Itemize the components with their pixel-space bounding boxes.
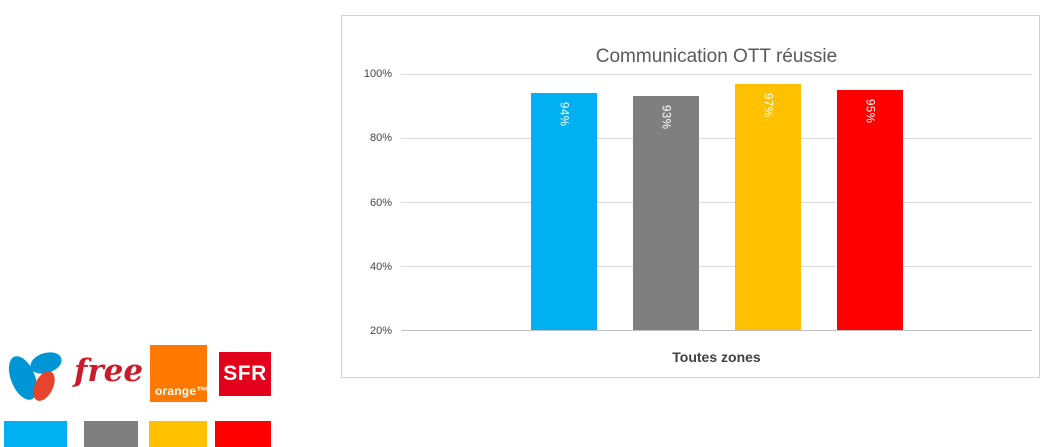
gridline — [401, 202, 1032, 203]
legend-swatch-sfr — [215, 421, 271, 447]
bar-free: 93% — [632, 96, 699, 330]
bar-bouygues-telecom: 94% — [530, 93, 597, 330]
y-axis-tick-label: 40% — [369, 260, 392, 273]
plot-area: 94% 93% 97% 95% — [401, 74, 1032, 331]
orange-logo-text: orange™ — [155, 384, 209, 398]
legend-swatch-free — [84, 421, 138, 447]
free-logo: free — [74, 353, 144, 389]
x-axis-label: Toutes zones — [672, 349, 761, 365]
gridline — [401, 266, 1032, 267]
bar-value-label: 94% — [557, 102, 570, 127]
bar-value-label: 97% — [761, 92, 774, 118]
chart-title: Communication OTT réussie — [595, 46, 838, 67]
y-axis: 100% 80% 60% 40% 20% — [342, 68, 392, 337]
y-axis-tick-label: 20% — [369, 325, 392, 337]
bar-value-label: 93% — [659, 105, 672, 130]
gridline — [401, 74, 1032, 75]
legend-swatch-bouygues — [4, 421, 67, 447]
ott-success-chart: Communication OTT réussie 100% 80% 60% 40% 2… — [341, 15, 1040, 378]
sfr-logo: SFR — [219, 352, 271, 396]
y-axis-tick-label: 80% — [369, 132, 392, 145]
gridline — [401, 138, 1032, 139]
bar-sfr: 95% — [836, 90, 903, 330]
bar-orange: 97% — [734, 83, 801, 330]
y-axis-tick-label: 60% — [369, 196, 392, 209]
bars-group: 94% 93% 97% 95% — [401, 74, 1032, 330]
orange-logo: orange™ — [150, 345, 209, 402]
y-axis-tick-label: 100% — [363, 68, 392, 80]
legend-swatch-orange — [149, 421, 207, 447]
bouygues-telecom-logo-icon — [8, 352, 62, 401]
bar-value-label: 95% — [863, 99, 876, 124]
operator-legend: free orange™ SFR — [0, 344, 300, 447]
